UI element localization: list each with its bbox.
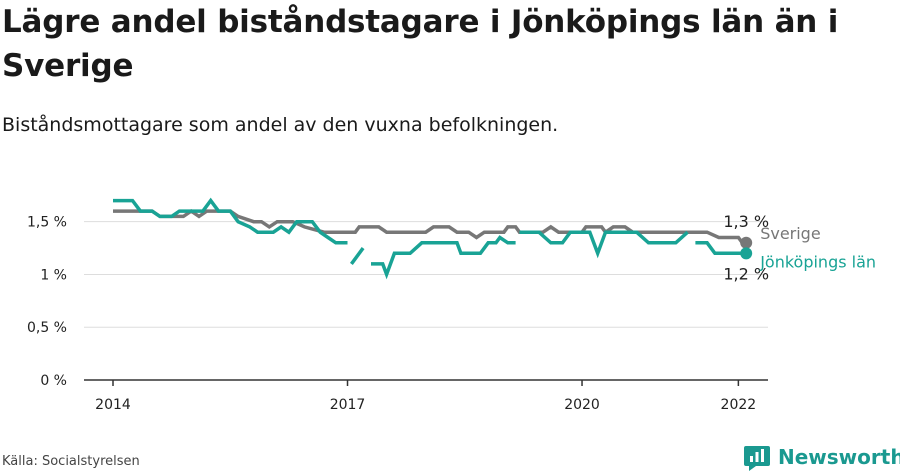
brand-logo[interactable]: Newsworthy xyxy=(744,442,900,472)
end-value-jonkoping: 1,2 % xyxy=(723,264,769,283)
x-tick-label: 2017 xyxy=(330,397,366,413)
chart-title: Lägre andel biståndstagare i Jönköpings … xyxy=(2,4,839,84)
series-line-jonkoping-segment xyxy=(519,230,689,259)
x-tick-label: 2022 xyxy=(721,397,757,413)
series-line-jonkoping-segment xyxy=(695,241,747,256)
y-tick-label: 0,5 % xyxy=(27,320,67,336)
series-label-sverige: Sverige xyxy=(760,224,821,243)
series-line-sverige xyxy=(113,208,747,245)
y-tick-label: 1,5 % xyxy=(27,215,67,231)
source-note: Källa: Socialstyrelsen xyxy=(2,454,140,469)
end-point-sverige xyxy=(740,236,753,249)
end-value-sverige: 1,3 % xyxy=(723,212,769,231)
y-tick-label: 1 % xyxy=(40,267,67,283)
y-tick-label: 0 % xyxy=(40,373,67,389)
series-line-jonkoping-segment xyxy=(371,235,516,280)
series-line-jonkoping-segment xyxy=(349,247,365,265)
brand-name: Newsworthy xyxy=(778,445,900,469)
x-tick-label: 2020 xyxy=(564,397,600,413)
series-line-jonkoping-segment xyxy=(113,197,348,245)
x-tick-label: 2014 xyxy=(95,397,131,413)
newsworthy-logo-icon xyxy=(744,446,770,471)
chart-subtitle: Biståndsmottagare som andel av den vuxna… xyxy=(2,114,559,136)
series-label-jonkoping: Jönköpings län xyxy=(759,252,876,271)
end-point-jonkoping xyxy=(740,247,753,260)
